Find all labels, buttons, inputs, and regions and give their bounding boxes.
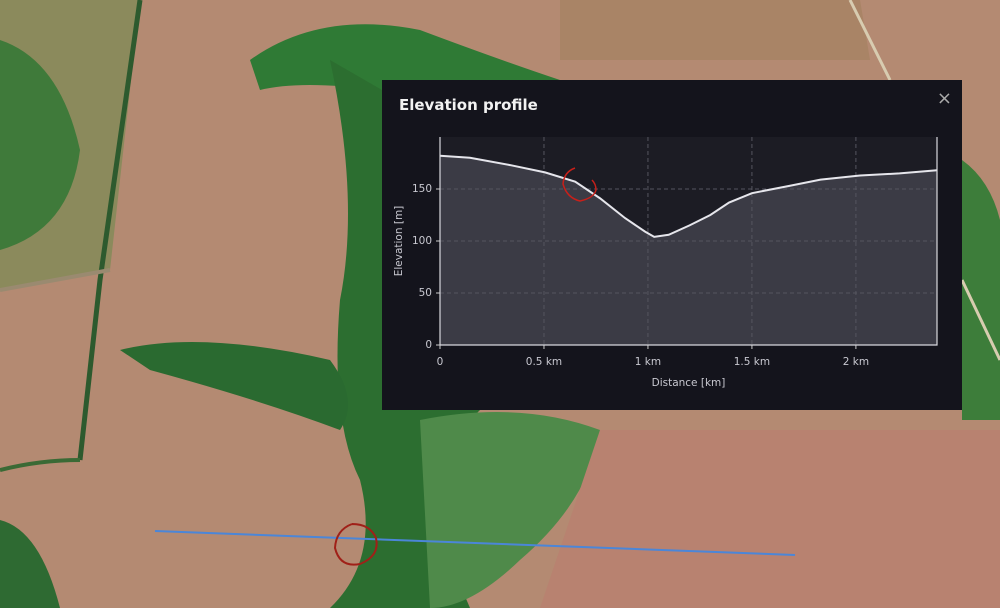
profile-line	[439, 154, 938, 238]
x-axis-label: Distance [km]	[652, 377, 726, 389]
x-tick-label: 2 km	[843, 356, 869, 368]
x-tick-label: 1 km	[635, 356, 661, 368]
panel-title: Elevation profile	[399, 96, 538, 114]
x-tick-label: 0	[437, 356, 444, 368]
elevation-panel: 0 50 100 150 0 0.5 km 1 km 1.5 km 2 km Distance […	[382, 80, 962, 410]
y-tick-label: 0	[425, 339, 432, 351]
chart: 0 50 100 150 0 0.5 km 1 km 1.5 km 2 km Distance […	[393, 137, 938, 389]
y-tick-label: 150	[412, 183, 432, 195]
x-tick-label: 0.5 km	[526, 356, 562, 368]
x-tick-label: 1.5 km	[734, 356, 770, 368]
annotation-scribble	[562, 167, 597, 202]
close-button[interactable]: ×	[936, 88, 952, 109]
area-fill	[440, 155, 937, 345]
y-tick-label: 100	[412, 235, 432, 247]
y-tick-label: 50	[419, 287, 432, 299]
y-axis-label: Elevation [m]	[393, 206, 405, 277]
plot-frame	[439, 137, 938, 346]
